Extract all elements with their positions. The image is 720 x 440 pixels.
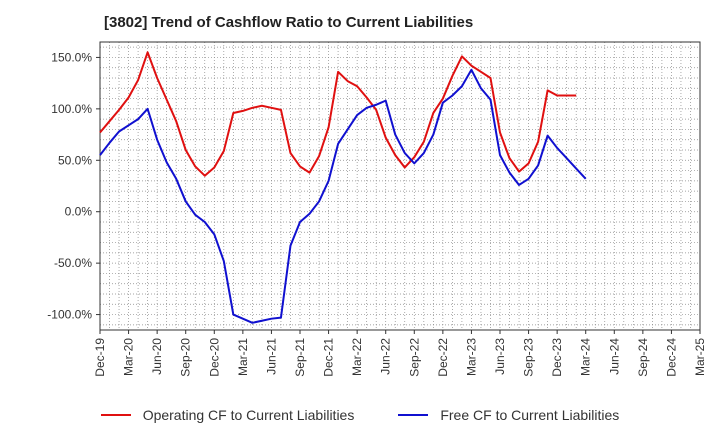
y-tick-label: -50.0% [54, 256, 92, 270]
plot-background [100, 42, 700, 330]
x-tick-label: Dec-24 [664, 338, 678, 377]
x-tick-label: Mar-21 [236, 338, 250, 376]
x-tick-label: Mar-24 [579, 338, 593, 376]
x-tick-label: Jun-22 [379, 338, 393, 375]
legend-item-operating-cf: Operating CF to Current Liabilities [100, 407, 355, 423]
x-tick-label: Sep-22 [407, 338, 421, 377]
legend-item-free-cf: Free CF to Current Liabilities [398, 407, 619, 423]
x-tick-label: Jun-23 [493, 338, 507, 375]
legend-swatch-free-cf [398, 414, 429, 416]
x-tick-label: Jun-24 [607, 338, 621, 375]
x-tick-label: Dec-20 [207, 338, 221, 377]
x-tick-label: Jun-20 [150, 338, 164, 375]
legend: Operating CF to Current Liabilities Free… [0, 404, 720, 426]
series-line-free-cf [99, 68, 587, 324]
x-tick-label: Sep-21 [293, 338, 307, 377]
y-tick-label: 0.0% [65, 205, 93, 219]
x-tick-label: Dec-22 [436, 338, 450, 377]
x-tick-label: Dec-19 [93, 338, 107, 377]
x-tick-label: Sep-24 [636, 338, 650, 377]
x-tick-label: Mar-22 [350, 338, 364, 376]
x-tick-label: Mar-23 [464, 338, 478, 376]
legend-label-free-cf: Free CF to Current Liabilities [440, 407, 620, 423]
x-tick-label: Mar-20 [122, 338, 136, 376]
x-tick-label: Jun-21 [264, 338, 278, 375]
legend-swatch-operating-cf [100, 414, 131, 416]
x-tick-label: Mar-25 [693, 338, 707, 376]
x-tick-label: Dec-21 [322, 338, 336, 377]
legend-label-operating-cf: Operating CF to Current Liabilities [142, 407, 355, 423]
y-tick-label: 100.0% [51, 102, 92, 116]
y-tick-label: -100.0% [47, 308, 92, 322]
vertical-gridlines [99, 42, 701, 330]
series-line-operating-cf [99, 51, 577, 177]
y-tick-label: 150.0% [51, 50, 92, 64]
chart-title: [3802] Trend of Cashflow Ratio to Curren… [104, 14, 474, 31]
x-tick-label: Dec-23 [550, 338, 564, 377]
y-tick-label: 50.0% [58, 153, 92, 167]
plot-border [99, 41, 701, 331]
x-tick-label: Sep-23 [522, 338, 536, 377]
x-tick-label: Sep-20 [179, 338, 193, 377]
